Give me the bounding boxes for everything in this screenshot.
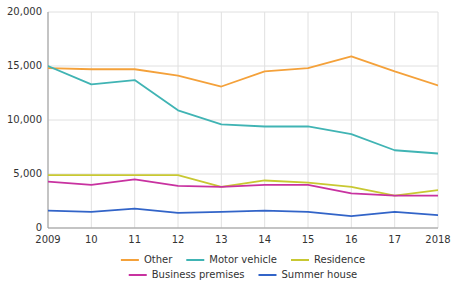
legend-label: Motor vehicle <box>209 254 277 265</box>
x-grid-line <box>264 12 265 228</box>
x-grid-line <box>178 12 179 228</box>
legend-swatch <box>258 274 276 276</box>
legend-item: Other <box>121 254 173 265</box>
legend-label: Summer house <box>281 269 357 280</box>
series-line <box>48 66 438 153</box>
y-tick-label: 10,000 <box>7 114 42 125</box>
x-grid-line <box>221 12 222 228</box>
x-tick-label: 11 <box>128 234 141 245</box>
series-line <box>48 209 438 217</box>
x-grid-line <box>91 12 92 228</box>
legend-item: Motor vehicle <box>186 254 277 265</box>
legend-swatch <box>121 259 139 261</box>
y-grid-line <box>48 12 438 13</box>
x-tick-label: 12 <box>172 234 185 245</box>
x-tick-label: 17 <box>388 234 401 245</box>
legend-label: Other <box>144 254 173 265</box>
legend-label: Business premises <box>152 269 245 280</box>
chart-container: 0 5,000 10,000 15,000 20,000 2009 10 11 12 13 14 15… <box>0 0 454 302</box>
legend-item: Residence <box>291 254 365 265</box>
x-tick-label: 15 <box>302 234 315 245</box>
y-grid-line <box>48 120 438 121</box>
x-grid-line <box>134 12 135 228</box>
y-grid-line <box>48 228 438 229</box>
series-line <box>48 179 438 195</box>
legend-item: Business premises <box>129 269 245 280</box>
y-tick-label: 20,000 <box>7 6 42 17</box>
legend-swatch <box>186 259 204 261</box>
y-tick-label: 0 <box>36 222 42 233</box>
axes: 0 5,000 10,000 15,000 20,000 2009 10 11 12 13 14 15… <box>7 6 451 245</box>
x-tick-label: 14 <box>258 234 271 245</box>
chart-svg: 0 5,000 10,000 15,000 20,000 2009 10 11 12 13 14 15… <box>0 0 454 302</box>
x-grid-line <box>48 12 49 228</box>
legend-item: Summer house <box>258 269 357 280</box>
x-tick-label: 16 <box>345 234 358 245</box>
series-lines <box>48 56 438 216</box>
series-line <box>48 175 438 196</box>
y-axis-line <box>48 12 49 228</box>
y-tick-label: 15,000 <box>7 60 42 71</box>
x-tick-label: 13 <box>215 234 228 245</box>
legend-label: Residence <box>314 254 365 265</box>
x-tick-label: 2018 <box>425 234 450 245</box>
legend: Other Motor vehicle Residence Business prem… <box>121 254 365 280</box>
legend-swatch <box>129 274 147 276</box>
x-tick-label: 10 <box>85 234 98 245</box>
y-tick-label: 5,000 <box>13 168 42 179</box>
grid <box>48 12 438 228</box>
x-grid-line <box>308 12 309 228</box>
x-axis-line <box>48 228 438 229</box>
x-tick-label: 2009 <box>35 234 60 245</box>
x-grid-line <box>351 12 352 228</box>
legend-swatch <box>291 259 309 261</box>
